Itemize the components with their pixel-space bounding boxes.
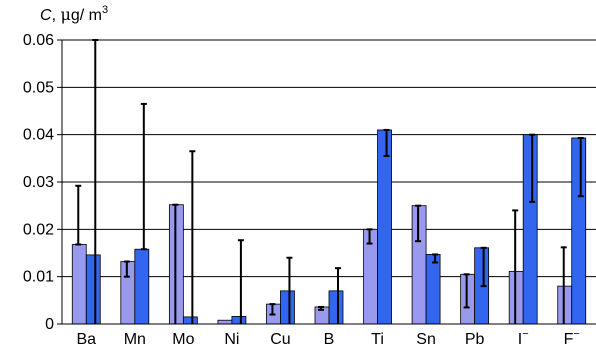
y-axis-title-mu: μ — [60, 5, 70, 24]
bar — [522, 134, 538, 325]
x-category-label: Ti — [371, 331, 384, 348]
error-bars — [75, 39, 584, 324]
x-category-label: B — [324, 331, 335, 348]
y-axis-title-symbol: C — [40, 7, 52, 24]
y-axis-title: C, μg/ m3 — [40, 4, 108, 24]
axes — [61, 40, 596, 325]
x-category-label-base: Ti — [371, 331, 384, 348]
bar — [85, 254, 101, 325]
x-category-label: Mn — [124, 331, 146, 348]
x-category-label-base: B — [324, 331, 335, 348]
y-tick-label: 0.02 — [23, 221, 54, 238]
bars — [71, 129, 587, 325]
x-category-label: Pb — [465, 331, 485, 348]
x-category-label-base: Mn — [124, 331, 146, 348]
x-category-label: I− — [518, 328, 529, 348]
y-axis-ticks: 0 0.01 0.02 0.03 0.04 0.05 0.06 — [23, 32, 62, 333]
y-axis-title-unit: g/ m — [71, 7, 102, 24]
y-tick-label: 0.06 — [23, 32, 54, 49]
x-category-label: Ba — [76, 331, 96, 348]
bar — [182, 316, 198, 325]
x-category-label: Mo — [172, 331, 194, 348]
x-category-label: Sn — [416, 331, 436, 348]
x-category-label-sup: − — [522, 328, 528, 340]
bar — [377, 129, 392, 325]
x-axis-labels: Ba Mn Mo Ni Cu B Ti Sn Pb I− F− — [76, 328, 579, 348]
y-tick-label: 0.04 — [23, 127, 54, 144]
x-category-label-base: Ni — [224, 331, 239, 348]
y-tick-label: 0 — [45, 316, 54, 333]
y-tick-label: 0.01 — [23, 269, 54, 286]
bar — [425, 254, 441, 325]
bar — [328, 290, 344, 325]
bar — [71, 244, 87, 325]
x-category-label: Cu — [270, 331, 290, 348]
x-category-label-base: F — [564, 331, 574, 348]
bar — [217, 319, 233, 325]
x-category-label-base: Sn — [416, 331, 436, 348]
x-category-label-sup: − — [573, 328, 579, 340]
y-axis-title-sep: , — [52, 7, 61, 24]
bar — [231, 316, 247, 325]
x-category-label-base: Ba — [76, 331, 96, 348]
bar — [280, 290, 295, 325]
bar — [134, 248, 150, 325]
x-category-label: F− — [564, 328, 580, 348]
x-category-label-base: Mo — [172, 331, 194, 348]
y-axis-title-exponent: 3 — [102, 4, 108, 16]
gridlines — [62, 39, 596, 278]
x-category-label-base: I — [518, 331, 522, 348]
y-tick-label: 0.05 — [23, 79, 54, 96]
x-category-label-base: Pb — [465, 331, 485, 348]
x-category-label: Ni — [224, 331, 239, 348]
bar — [571, 137, 587, 325]
x-category-label-base: Cu — [270, 331, 290, 348]
y-tick-label: 0.03 — [23, 174, 54, 191]
